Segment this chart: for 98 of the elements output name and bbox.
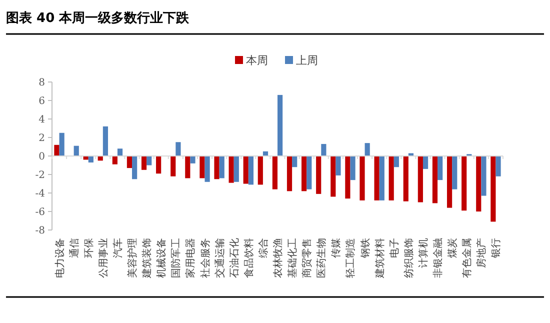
- y-tick-label: -2: [35, 170, 45, 181]
- x-tick-label: 基础化工: [286, 238, 299, 278]
- x-tick-label: 国防军工: [170, 238, 182, 278]
- bar: [306, 156, 312, 190]
- bar: [141, 156, 147, 170]
- bar: [102, 126, 108, 156]
- bar: [200, 156, 205, 178]
- legend-label: 上周: [296, 54, 318, 67]
- bar: [185, 156, 190, 178]
- y-tick-label: 0: [38, 152, 45, 162]
- bar: [190, 156, 196, 164]
- bar: [418, 156, 423, 202]
- bar: [452, 156, 458, 190]
- bar: [302, 156, 307, 192]
- bar: [481, 156, 486, 196]
- legend-label: 本周: [246, 54, 268, 67]
- bar: [316, 156, 322, 194]
- bar: [476, 156, 482, 212]
- x-tick-label: 机械设备: [156, 238, 168, 278]
- bar: [321, 144, 326, 156]
- bar: [214, 156, 220, 180]
- bar: [336, 156, 341, 176]
- y-tick-label: 2: [38, 133, 45, 144]
- x-tick-label: 食品饮料: [242, 238, 255, 278]
- bar: [54, 144, 60, 156]
- bar: [234, 156, 239, 182]
- bar: [388, 156, 394, 200]
- y-tick-label: -4: [35, 188, 45, 200]
- bar: [438, 156, 443, 180]
- x-tick-label: 交通运输: [214, 238, 226, 278]
- bar: [345, 156, 350, 199]
- x-tick-label: 商贸零售: [301, 238, 314, 278]
- bar: [156, 156, 162, 174]
- bar: [146, 156, 152, 166]
- x-tick-label: 汽车: [112, 238, 124, 258]
- bar: [74, 146, 79, 156]
- x-tick-label: 计算机: [417, 238, 430, 268]
- y-tick-label: -6: [35, 207, 45, 218]
- bar: [112, 156, 118, 164]
- x-tick-label: 家用电器: [184, 238, 197, 278]
- x-tick-label: 美容护理: [126, 238, 139, 278]
- bar: [243, 156, 248, 184]
- bar: [219, 156, 224, 178]
- bar: [132, 156, 138, 180]
- x-tick-label: 房地产: [476, 238, 488, 268]
- x-tick-label: 农林牧渔: [272, 238, 284, 278]
- bar: [286, 156, 292, 192]
- x-tick-label: 有色金属: [461, 238, 474, 278]
- x-tick-label: 煤炭: [446, 238, 459, 258]
- chart-title: 图表 40 本周一级多数行业下跌: [6, 11, 190, 26]
- bar: [126, 156, 132, 168]
- y-tick-label: 6: [38, 96, 45, 107]
- bar: [170, 156, 176, 176]
- bar: [292, 156, 298, 168]
- bar: [403, 156, 408, 202]
- x-tick-label: 公用事业: [97, 238, 110, 278]
- bar: [496, 156, 501, 176]
- x-tick-label: 石油石化: [228, 238, 240, 278]
- bar: [258, 156, 263, 185]
- x-tick-label: 传媒: [331, 238, 342, 258]
- bar: [228, 156, 234, 183]
- x-tick-label: 轻工制造: [344, 238, 357, 278]
- bar: [394, 156, 399, 168]
- bar: [446, 156, 452, 208]
- bar: [88, 156, 94, 162]
- bar: [59, 132, 64, 156]
- x-tick-label: 建筑装饰: [141, 238, 154, 279]
- bar: [204, 156, 210, 182]
- bar: [462, 156, 467, 211]
- bar: [117, 148, 123, 156]
- bar: [248, 156, 254, 185]
- x-tick-label: 综合: [257, 238, 270, 258]
- x-tick-label: 医药生物: [316, 238, 328, 278]
- x-tick-label: 非银金融: [432, 238, 444, 278]
- bar: [278, 94, 283, 156]
- bar: [176, 142, 181, 156]
- bar: [330, 156, 336, 197]
- bar: [360, 156, 365, 200]
- bar: [272, 156, 278, 190]
- x-tick-label: 社会服务: [199, 238, 212, 278]
- y-tick-label: 4: [38, 114, 45, 126]
- x-tick-label: 通信: [68, 238, 80, 258]
- x-tick-label: 钢铁: [359, 238, 372, 259]
- bar: [350, 156, 356, 180]
- y-tick-label: -8: [35, 226, 45, 236]
- x-tick-label: 电子: [388, 238, 400, 258]
- bar: [379, 156, 384, 200]
- bar: [422, 156, 428, 169]
- bar: [490, 156, 496, 222]
- y-tick-label: 8: [38, 78, 45, 88]
- bar: [364, 143, 370, 156]
- x-tick-label: 纺织服饰: [402, 238, 415, 278]
- bar: [432, 156, 438, 204]
- x-tick-label: 建筑材料: [374, 238, 386, 279]
- x-tick-label: 电力设备: [54, 238, 66, 278]
- bar: [374, 156, 380, 200]
- x-tick-label: 环保: [84, 238, 95, 258]
- x-tick-label: 银行: [491, 238, 502, 259]
